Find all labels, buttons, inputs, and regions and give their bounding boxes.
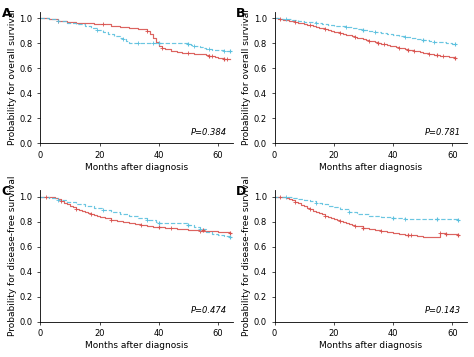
Text: A: A <box>2 7 11 20</box>
Text: P=0.143: P=0.143 <box>425 306 461 315</box>
X-axis label: Months after diagnosis: Months after diagnosis <box>85 162 188 172</box>
Y-axis label: Probability for disease-free survival: Probability for disease-free survival <box>8 176 17 336</box>
Text: B: B <box>236 7 246 20</box>
Y-axis label: Probability for disease-free survival: Probability for disease-free survival <box>242 176 251 336</box>
Text: D: D <box>236 185 246 198</box>
Text: C: C <box>2 185 11 198</box>
Text: P=0.474: P=0.474 <box>191 306 227 315</box>
Y-axis label: Probability for overall survival: Probability for overall survival <box>242 10 251 146</box>
X-axis label: Months after diagnosis: Months after diagnosis <box>85 341 188 350</box>
Text: P=0.781: P=0.781 <box>425 127 461 137</box>
Text: P=0.384: P=0.384 <box>191 127 227 137</box>
X-axis label: Months after diagnosis: Months after diagnosis <box>319 341 422 350</box>
X-axis label: Months after diagnosis: Months after diagnosis <box>319 162 422 172</box>
Y-axis label: Probability for overall survival: Probability for overall survival <box>8 10 17 146</box>
